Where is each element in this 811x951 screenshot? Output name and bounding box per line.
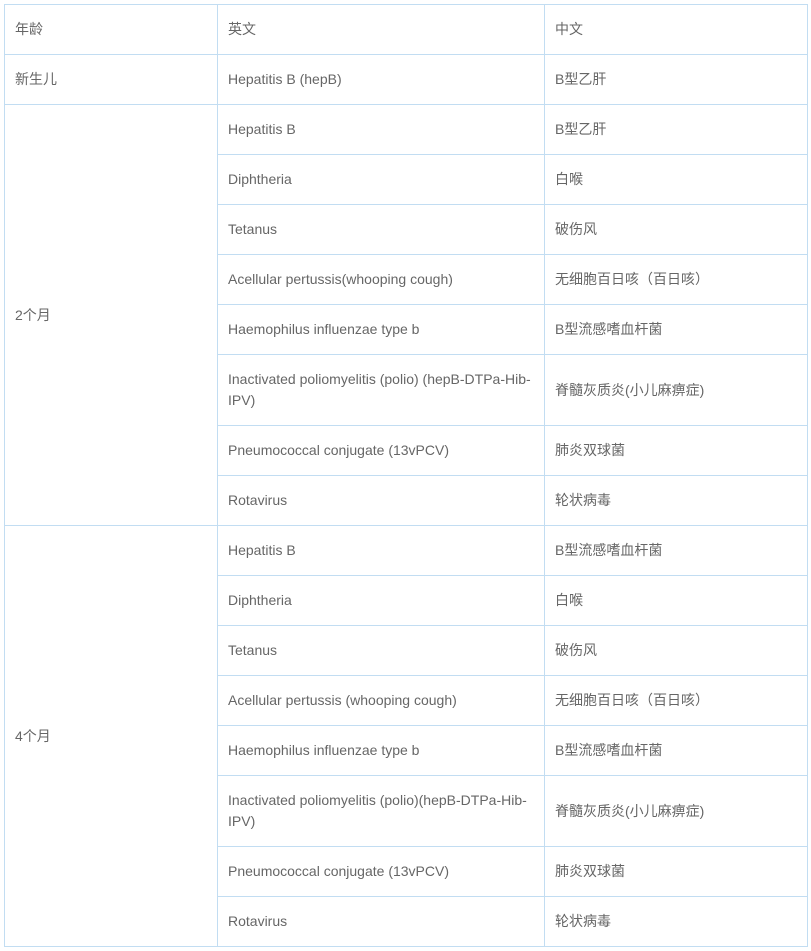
chinese-cell: 白喉: [545, 155, 808, 205]
english-cell: Diphtheria: [218, 576, 545, 626]
header-english: 英文: [218, 5, 545, 55]
chinese-cell: B型流感嗜血杆菌: [545, 526, 808, 576]
table-row: 4个月 Hepatitis B B型流感嗜血杆菌: [5, 526, 808, 576]
chinese-cell: 肺炎双球菌: [545, 847, 808, 897]
chinese-cell: 轮状病毒: [545, 897, 808, 947]
header-chinese: 中文: [545, 5, 808, 55]
chinese-cell: B型乙肝: [545, 55, 808, 105]
chinese-cell: 脊髓灰质炎(小儿麻痹症): [545, 355, 808, 426]
chinese-cell: 脊髓灰质炎(小儿麻痹症): [545, 776, 808, 847]
age-cell: 2个月: [5, 105, 218, 526]
english-cell: Acellular pertussis (whooping cough): [218, 676, 545, 726]
english-cell: Hepatitis B: [218, 105, 545, 155]
table-row: 新生儿 Hepatitis B (hepB) B型乙肝: [5, 55, 808, 105]
english-cell: Acellular pertussis(whooping cough): [218, 255, 545, 305]
english-cell: Hepatitis B (hepB): [218, 55, 545, 105]
english-cell: Haemophilus influenzae type b: [218, 726, 545, 776]
age-cell: 新生儿: [5, 55, 218, 105]
english-cell: Pneumococcal conjugate (13vPCV): [218, 847, 545, 897]
table-header-row: 年龄 英文 中文: [5, 5, 808, 55]
header-age: 年龄: [5, 5, 218, 55]
chinese-cell: 破伤风: [545, 626, 808, 676]
chinese-cell: 肺炎双球菌: [545, 426, 808, 476]
vaccine-schedule-table: 年龄 英文 中文 新生儿 Hepatitis B (hepB) B型乙肝 2个月…: [4, 4, 808, 947]
english-cell: Pneumococcal conjugate (13vPCV): [218, 426, 545, 476]
english-cell: Hepatitis B: [218, 526, 545, 576]
table-body: 年龄 英文 中文 新生儿 Hepatitis B (hepB) B型乙肝 2个月…: [5, 5, 808, 947]
chinese-cell: 无细胞百日咳（百日咳）: [545, 255, 808, 305]
chinese-cell: B型流感嗜血杆菌: [545, 726, 808, 776]
english-cell: Tetanus: [218, 205, 545, 255]
chinese-cell: 轮状病毒: [545, 476, 808, 526]
table-row: 2个月 Hepatitis B B型乙肝: [5, 105, 808, 155]
english-cell: Rotavirus: [218, 476, 545, 526]
chinese-cell: B型乙肝: [545, 105, 808, 155]
english-cell: Rotavirus: [218, 897, 545, 947]
chinese-cell: 白喉: [545, 576, 808, 626]
english-cell: Tetanus: [218, 626, 545, 676]
chinese-cell: 破伤风: [545, 205, 808, 255]
english-cell: Inactivated poliomyelitis (polio)(hepB-D…: [218, 776, 545, 847]
english-cell: Haemophilus influenzae type b: [218, 305, 545, 355]
english-cell: Diphtheria: [218, 155, 545, 205]
chinese-cell: B型流感嗜血杆菌: [545, 305, 808, 355]
english-cell: Inactivated poliomyelitis (polio) (hepB-…: [218, 355, 545, 426]
age-cell: 4个月: [5, 526, 218, 947]
chinese-cell: 无细胞百日咳（百日咳）: [545, 676, 808, 726]
